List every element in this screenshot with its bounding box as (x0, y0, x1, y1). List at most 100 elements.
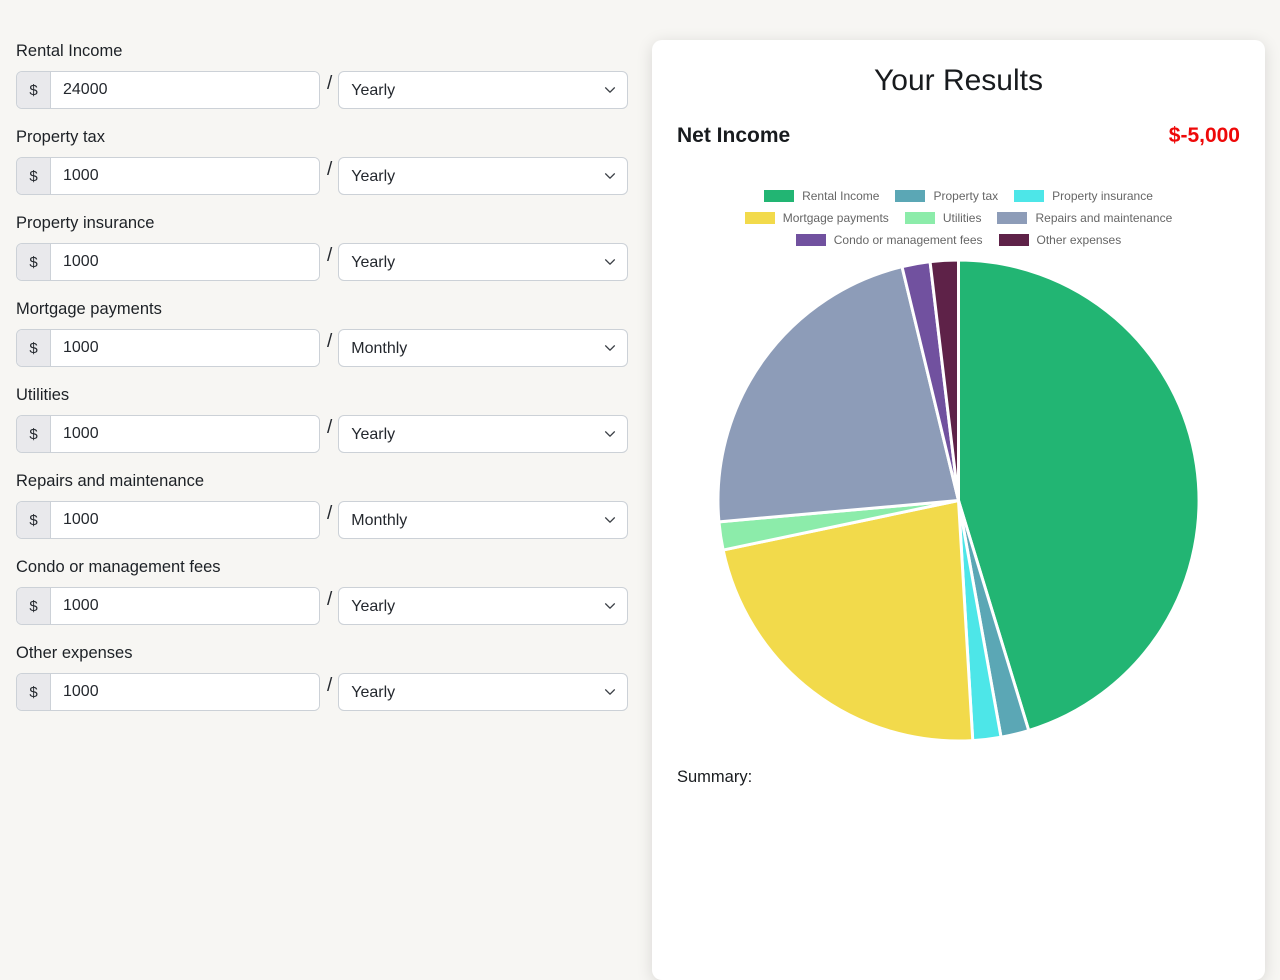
amount-input-group: $ (16, 587, 320, 625)
period-select-property-tax[interactable]: Yearly (338, 157, 628, 195)
legend-label: Condo or management fees (833, 233, 983, 247)
legend-item-rental-income[interactable]: Rental Income (764, 189, 879, 203)
period-select-wrap: Yearly (338, 673, 628, 711)
legend-row: Mortgage payments Utilities Repairs and ma… (677, 207, 1240, 229)
amount-input-group: $ (16, 415, 320, 453)
slash-separator: / (327, 589, 333, 610)
period-select-wrap: Monthly (338, 501, 628, 539)
legend-label: Rental Income (802, 189, 880, 203)
legend-swatch (1014, 190, 1045, 202)
legend-label: Mortgage payments (782, 211, 889, 225)
amount-input-group: $ (16, 243, 320, 281)
legend-item-condo-or-management-fees[interactable]: Condo or management fees (795, 233, 983, 247)
period-select-condo-or-management-fees[interactable]: Yearly (338, 587, 628, 625)
results-card: Your Results Net Income $-5,000 Rental I… (652, 40, 1265, 980)
legend-swatch (895, 190, 926, 202)
net-income-row: Net Income $-5,000 (677, 124, 1240, 148)
field-other-expenses: Other expenses $ / Yearly (16, 644, 628, 711)
field-repairs-and-maintenance: Repairs and maintenance $ / Monthly (16, 472, 628, 539)
currency-addon: $ (17, 588, 51, 624)
field-label-mortgage-payments: Mortgage payments (16, 300, 162, 318)
amount-input-other-expenses[interactable] (51, 674, 319, 710)
currency-addon: $ (17, 158, 51, 194)
pie-slice-rental-income[interactable] (957, 258, 1201, 733)
period-select-repairs-and-maintenance[interactable]: Monthly (338, 501, 628, 539)
amount-input-group: $ (16, 71, 320, 109)
slash-separator: / (327, 73, 333, 94)
period-select-wrap: Yearly (338, 243, 628, 281)
pie-slice-mortgage-payments[interactable] (721, 498, 975, 743)
legend-label: Repairs and maintenance (1035, 211, 1173, 225)
pie-slice-repairs-and-maintenance[interactable] (716, 264, 961, 524)
field-condo-or-management-fees: Condo or management fees $ / Yearly (16, 558, 628, 625)
net-income-value: $-5,000 (1168, 124, 1240, 147)
period-select-wrap: Yearly (338, 587, 628, 625)
chart-legend: Rental Income Property tax Property insura… (677, 185, 1240, 251)
currency-addon: $ (17, 244, 51, 280)
amount-input-utilities[interactable] (51, 416, 319, 452)
pie-chart (716, 258, 1201, 743)
field-label-utilities: Utilities (16, 386, 70, 404)
results-title: Your Results (874, 64, 1043, 97)
legend-item-repairs-and-maintenance[interactable]: Repairs and maintenance (997, 211, 1172, 225)
currency-addon: $ (17, 72, 51, 108)
slash-separator: / (327, 417, 333, 438)
slash-separator: / (327, 245, 333, 266)
legend-swatch (997, 212, 1028, 224)
field-mortgage-payments: Mortgage payments $ / Monthly (16, 300, 628, 367)
amount-input-repairs-and-maintenance[interactable] (51, 502, 319, 538)
expense-form: Rental Income $ / Yearly Property tax $ (16, 42, 628, 730)
legend-label: Utilities (942, 211, 982, 225)
field-label-property-insurance: Property insurance (16, 214, 155, 232)
legend-label: Other expenses (1036, 233, 1122, 247)
legend-item-property-insurance[interactable]: Property insurance (1014, 189, 1153, 203)
legend-item-utilities[interactable]: Utilities (904, 211, 982, 225)
currency-addon: $ (17, 330, 51, 366)
pie-slice-other-expenses[interactable] (928, 258, 960, 501)
currency-addon: $ (17, 674, 51, 710)
currency-addon: $ (17, 502, 51, 538)
legend-swatch (744, 212, 775, 224)
legend-swatch (904, 212, 935, 224)
slash-separator: / (327, 503, 333, 524)
amount-input-property-tax[interactable] (51, 158, 319, 194)
legend-item-mortgage-payments[interactable]: Mortgage payments (744, 211, 889, 225)
amount-input-rental-income[interactable] (51, 72, 319, 108)
legend-row: Rental Income Property tax Property insura… (677, 185, 1240, 207)
legend-label: Property insurance (1052, 189, 1153, 203)
legend-row: Condo or management fees Other expenses (677, 229, 1240, 251)
period-select-wrap: Yearly (338, 157, 628, 195)
field-label-repairs-and-maintenance: Repairs and maintenance (16, 472, 205, 490)
legend-item-property-tax[interactable]: Property tax (895, 189, 998, 203)
legend-swatch (795, 234, 826, 246)
field-rental-income: Rental Income $ / Yearly (16, 42, 628, 109)
amount-input-group: $ (16, 673, 320, 711)
amount-input-property-insurance[interactable] (51, 244, 319, 280)
field-label-other-expenses: Other expenses (16, 644, 133, 662)
period-select-rental-income[interactable]: Yearly (338, 71, 628, 109)
period-select-property-insurance[interactable]: Yearly (338, 243, 628, 281)
summary-label: Summary: (677, 768, 753, 786)
period-select-wrap: Yearly (338, 71, 628, 109)
field-property-tax: Property tax $ / Yearly (16, 128, 628, 195)
legend-swatch (764, 190, 795, 202)
amount-input-group: $ (16, 501, 320, 539)
slash-separator: / (327, 331, 333, 352)
period-select-other-expenses[interactable]: Yearly (338, 673, 628, 711)
legend-item-other-expenses[interactable]: Other expenses (998, 233, 1122, 247)
slash-separator: / (327, 675, 333, 696)
period-select-utilities[interactable]: Yearly (338, 415, 628, 453)
amount-input-mortgage-payments[interactable] (51, 330, 319, 366)
pie-chart-container (677, 257, 1240, 744)
legend-swatch (998, 234, 1029, 246)
amount-input-group: $ (16, 329, 320, 367)
field-label-condo-or-management-fees: Condo or management fees (16, 558, 221, 576)
amount-input-group: $ (16, 157, 320, 195)
field-utilities: Utilities $ / Yearly (16, 386, 628, 453)
period-select-wrap: Monthly (338, 329, 628, 367)
period-select-mortgage-payments[interactable]: Monthly (338, 329, 628, 367)
field-label-property-tax: Property tax (16, 128, 105, 146)
net-income-label: Net Income (677, 124, 791, 147)
amount-input-condo-or-management-fees[interactable] (51, 588, 319, 624)
field-label-rental-income: Rental Income (16, 42, 123, 60)
